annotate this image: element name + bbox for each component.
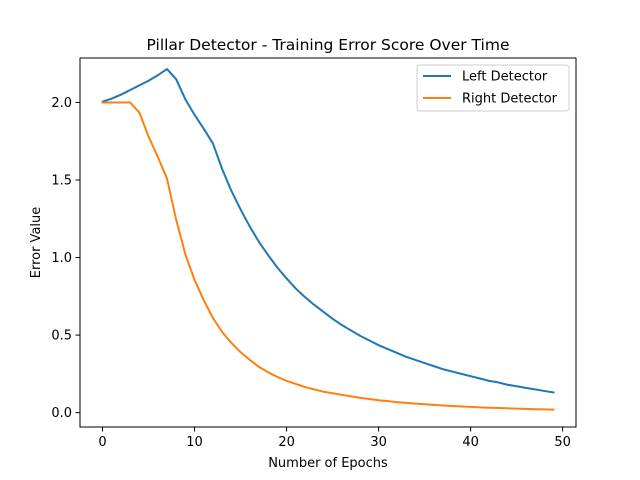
x-tick-label: 10 <box>186 435 203 450</box>
plot-area <box>101 68 555 411</box>
y-tick-label: 1.0 <box>51 251 72 266</box>
legend: Left Detector Right Detector <box>416 64 570 112</box>
plot-frame <box>79 57 577 428</box>
x-axis-label: Number of Epochs <box>268 456 388 471</box>
chart-title: Pillar Detector - Training Error Score O… <box>147 36 510 54</box>
x-tick-label: 40 <box>462 435 479 450</box>
x-tick-label: 30 <box>370 435 387 450</box>
legend-entry-label: Right Detector <box>462 92 558 107</box>
legend-box <box>416 64 570 112</box>
y-tick-label: 0.0 <box>51 406 72 421</box>
series-line-right-detector <box>101 101 555 411</box>
x-tick-label: 0 <box>98 435 106 450</box>
y-tick-label: 0.5 <box>51 329 72 344</box>
axis-ticks: 0 10 20 30 40 50 0.0 0.5 1.0 1.5 2.0 <box>51 96 571 450</box>
y-tick-label: 1.5 <box>51 173 72 188</box>
x-tick-label: 20 <box>278 435 295 450</box>
legend-entry-label: Left Detector <box>462 70 548 85</box>
x-tick-label: 50 <box>554 435 571 450</box>
y-axis-label: Error Value <box>29 207 44 279</box>
y-tick-label: 2.0 <box>51 96 72 111</box>
series-line-left-detector <box>101 68 555 394</box>
